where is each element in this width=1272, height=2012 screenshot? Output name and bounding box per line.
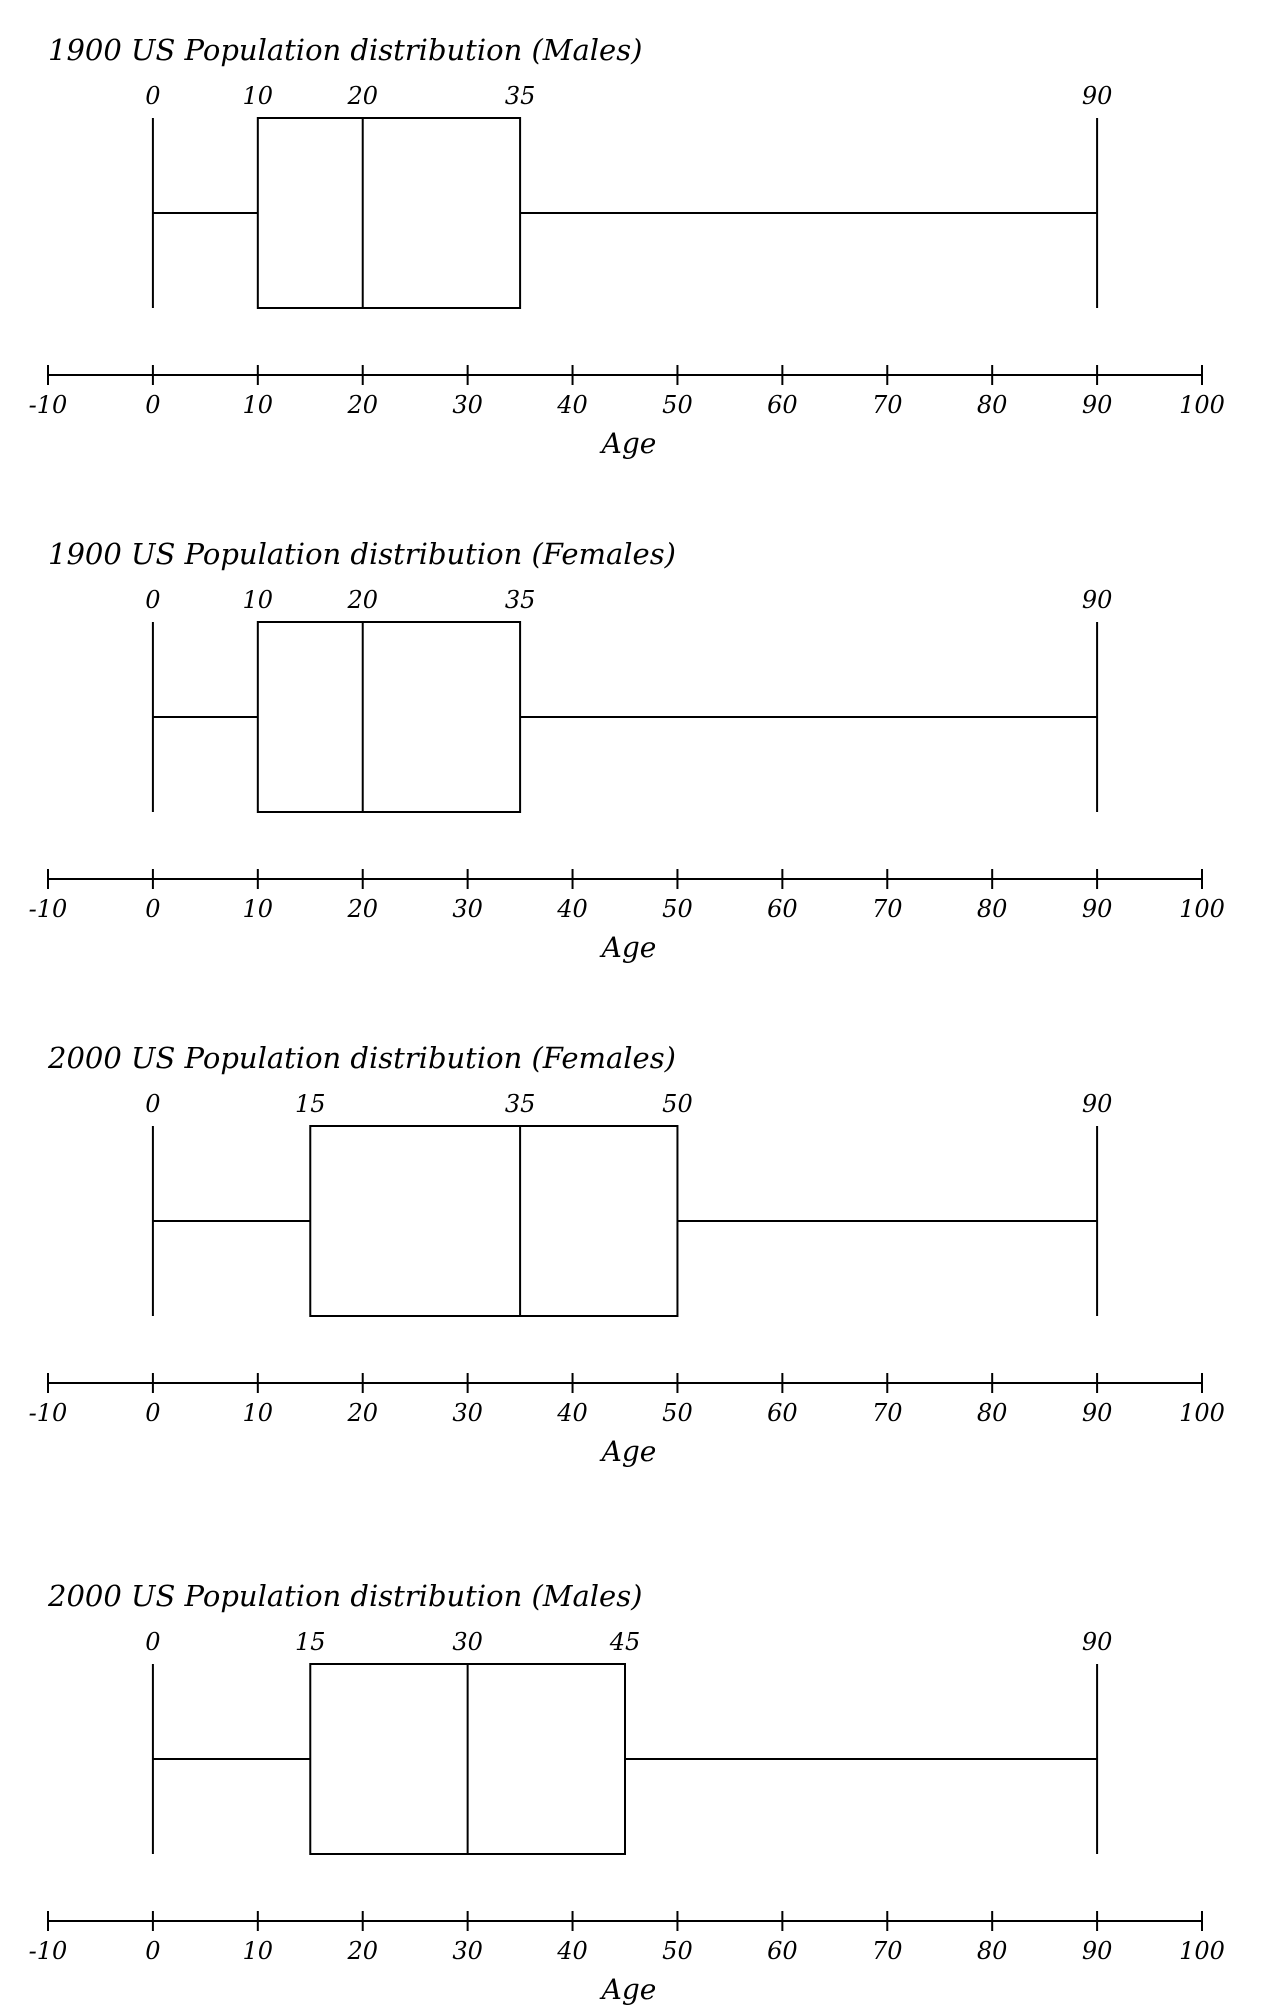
x-tick-label: 90: [1082, 391, 1113, 419]
x-tick-label: 0: [145, 1399, 160, 1427]
value-label-q3: 35: [505, 586, 536, 614]
x-tick-label: 80: [977, 391, 1008, 419]
x-tick-label: 20: [346, 1399, 378, 1427]
chart-title: 2000 US Population distribution (Females…: [47, 1041, 676, 1075]
x-tick-label: 30: [452, 1937, 483, 1965]
value-label-min: 0: [145, 82, 160, 110]
x-tick-label: 30: [452, 895, 483, 923]
value-label-max: 90: [1082, 82, 1113, 110]
x-tick-label: 60: [767, 1937, 798, 1965]
x-tick-label: 0: [145, 1937, 160, 1965]
x-tick-label: 70: [872, 895, 903, 923]
value-label-max: 90: [1082, 1628, 1113, 1656]
x-tick-label: 80: [977, 1399, 1008, 1427]
x-tick-label: 20: [346, 391, 378, 419]
x-tick-label: 90: [1082, 1937, 1113, 1965]
value-label-median: 20: [346, 586, 378, 614]
value-label-median: 30: [452, 1628, 483, 1656]
x-tick-label: 10: [243, 391, 274, 419]
value-label-q3: 45: [609, 1628, 641, 1656]
x-tick-label: 80: [977, 895, 1008, 923]
x-tick-label: -10: [29, 895, 68, 923]
x-tick-label: -10: [29, 391, 68, 419]
box-plot-panel-3: 2000 US Population distribution (Females…: [29, 1041, 1225, 1468]
x-tick-label: 90: [1082, 1399, 1113, 1427]
x-tick-label: 50: [662, 895, 693, 923]
x-tick-label: 50: [662, 1399, 693, 1427]
x-tick-label: 100: [1179, 1937, 1225, 1965]
iqr-box: [256, 621, 522, 813]
x-tick-label: 70: [872, 1937, 903, 1965]
value-label-q3: 50: [662, 1090, 693, 1118]
value-label-max: 90: [1082, 586, 1113, 614]
x-tick-label: 10: [243, 1937, 274, 1965]
x-axis-label: Age: [599, 1435, 657, 1468]
x-axis-label: Age: [599, 931, 657, 964]
x-tick-label: 30: [452, 1399, 483, 1427]
value-label-median: 35: [505, 1090, 536, 1118]
x-tick-label: 40: [556, 1399, 588, 1427]
x-tick-label: 40: [556, 895, 588, 923]
value-label-min: 0: [145, 1090, 160, 1118]
x-tick-label: 100: [1179, 391, 1225, 419]
x-axis-label: Age: [599, 427, 657, 460]
x-tick-label: 40: [556, 391, 588, 419]
iqr-box: [309, 1125, 679, 1317]
box-plot-panel-2: 1900 US Population distribution (Females…: [29, 537, 1225, 964]
x-tick-label: 30: [452, 391, 483, 419]
x-tick-label: 20: [346, 1937, 378, 1965]
x-tick-label: 70: [872, 391, 903, 419]
value-label-max: 90: [1082, 1090, 1113, 1118]
x-tick-label: 10: [243, 1399, 274, 1427]
x-tick-label: 50: [662, 1937, 693, 1965]
value-label-min: 0: [145, 586, 160, 614]
x-tick-label: -10: [29, 1937, 68, 1965]
x-tick-label: 60: [767, 1399, 798, 1427]
x-tick-label: 0: [145, 391, 160, 419]
x-tick-label: 80: [977, 1937, 1008, 1965]
x-tick-label: 90: [1082, 895, 1113, 923]
x-tick-label: 40: [556, 1937, 588, 1965]
box-plot-panel-4: 2000 US Population distribution (Males) 0…: [29, 1579, 1225, 2006]
x-tick-label: 20: [346, 895, 378, 923]
x-tick-label: 70: [872, 1399, 903, 1427]
value-label-median: 20: [346, 82, 378, 110]
value-label-q3: 35: [505, 82, 536, 110]
chart-title: 2000 US Population distribution (Males): [47, 1579, 642, 1613]
value-label-q1: 15: [295, 1628, 326, 1656]
x-tick-label: 10: [243, 895, 274, 923]
x-tick-label: 100: [1179, 1399, 1225, 1427]
iqr-box: [256, 117, 522, 309]
x-tick-label: -10: [29, 1399, 68, 1427]
value-label-q1: 15: [295, 1090, 326, 1118]
x-tick-label: 60: [767, 391, 798, 419]
x-tick-label: 60: [767, 895, 798, 923]
x-axis-label: Age: [599, 1973, 657, 2006]
value-label-min: 0: [145, 1628, 160, 1656]
value-label-q1: 10: [243, 586, 274, 614]
x-tick-label: 100: [1179, 895, 1225, 923]
value-label-q1: 10: [243, 82, 274, 110]
chart-title: 1900 US Population distribution (Females…: [48, 537, 676, 571]
x-tick-label: 50: [662, 391, 693, 419]
box-plot-panel-1: 1900 US Population distribution (Males) 0…: [29, 33, 1225, 460]
x-tick-label: 0: [145, 895, 160, 923]
chart-title: 1900 US Population distribution (Males): [48, 33, 642, 67]
